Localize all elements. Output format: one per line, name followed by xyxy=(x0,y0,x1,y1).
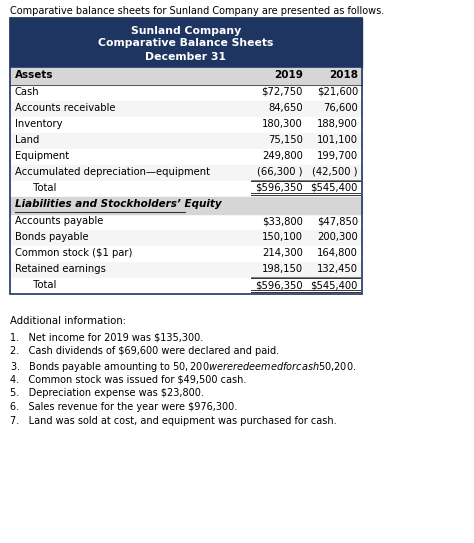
Bar xyxy=(10,246,362,262)
Bar xyxy=(10,133,362,149)
Text: 199,700: 199,700 xyxy=(317,151,358,161)
Text: 7.   Land was sold at cost, and equipment was purchased for cash.: 7. Land was sold at cost, and equipment … xyxy=(10,416,337,426)
Text: 198,150: 198,150 xyxy=(262,264,303,274)
Bar xyxy=(10,149,362,165)
Text: $47,850: $47,850 xyxy=(317,216,358,226)
Text: 3.   Bonds payable amounting to $50,200 were redeemed for cash $50,200.: 3. Bonds payable amounting to $50,200 we… xyxy=(10,360,356,374)
Text: 84,650: 84,650 xyxy=(268,103,303,113)
Bar xyxy=(10,117,362,133)
Bar xyxy=(10,181,362,197)
Text: Inventory: Inventory xyxy=(15,119,63,129)
Bar xyxy=(10,85,362,101)
Text: Total: Total xyxy=(27,280,56,290)
Text: 214,300: 214,300 xyxy=(262,248,303,258)
Bar xyxy=(10,278,362,294)
Text: December 31: December 31 xyxy=(146,52,227,62)
Text: $596,350: $596,350 xyxy=(255,280,303,290)
Text: Cash: Cash xyxy=(15,87,40,97)
Text: 75,150: 75,150 xyxy=(268,135,303,145)
Bar xyxy=(10,18,362,294)
Text: Retained earnings: Retained earnings xyxy=(15,264,106,274)
Bar xyxy=(10,165,362,181)
Text: Equipment: Equipment xyxy=(15,151,69,161)
Text: Accounts payable: Accounts payable xyxy=(15,216,103,226)
Text: $596,350: $596,350 xyxy=(255,183,303,193)
Text: Liabilities and Stockholders’ Equity: Liabilities and Stockholders’ Equity xyxy=(15,199,222,209)
Text: Total: Total xyxy=(27,183,56,193)
Text: Comparative Balance Sheets: Comparative Balance Sheets xyxy=(98,38,273,48)
Text: 76,600: 76,600 xyxy=(323,103,358,113)
Text: $545,400: $545,400 xyxy=(310,183,358,193)
Text: 6.   Sales revenue for the year were $976,300.: 6. Sales revenue for the year were $976,… xyxy=(10,402,237,412)
Bar xyxy=(10,18,362,68)
Text: 5.   Depreciation expense was $23,800.: 5. Depreciation expense was $23,800. xyxy=(10,388,204,398)
Text: Land: Land xyxy=(15,135,39,145)
Text: Sunland Company: Sunland Company xyxy=(131,26,241,36)
Bar xyxy=(10,230,362,246)
Text: Additional information:: Additional information: xyxy=(10,316,126,326)
Text: Bonds payable: Bonds payable xyxy=(15,232,89,242)
Text: $72,750: $72,750 xyxy=(262,87,303,97)
Text: Comparative balance sheets for Sunland Company are presented as follows.: Comparative balance sheets for Sunland C… xyxy=(10,6,384,16)
Text: 150,100: 150,100 xyxy=(262,232,303,242)
Text: 200,300: 200,300 xyxy=(317,232,358,242)
Bar xyxy=(10,101,362,117)
Bar xyxy=(10,68,362,85)
Text: $33,800: $33,800 xyxy=(262,216,303,226)
Text: (66,300 ): (66,300 ) xyxy=(257,167,303,177)
Text: Common stock ($1 par): Common stock ($1 par) xyxy=(15,248,132,258)
Text: 101,100: 101,100 xyxy=(317,135,358,145)
Text: Assets: Assets xyxy=(15,70,54,80)
Text: Accumulated depreciation—equipment: Accumulated depreciation—equipment xyxy=(15,167,210,177)
Text: 2.   Cash dividends of $69,600 were declared and paid.: 2. Cash dividends of $69,600 were declar… xyxy=(10,346,279,356)
Text: 1.   Net income for 2019 was $135,300.: 1. Net income for 2019 was $135,300. xyxy=(10,332,203,342)
Text: 164,800: 164,800 xyxy=(317,248,358,258)
Text: 249,800: 249,800 xyxy=(262,151,303,161)
Text: 180,300: 180,300 xyxy=(262,119,303,129)
Text: 132,450: 132,450 xyxy=(317,264,358,274)
Text: Accounts receivable: Accounts receivable xyxy=(15,103,116,113)
Text: $545,400: $545,400 xyxy=(310,280,358,290)
Text: (42,500 ): (42,500 ) xyxy=(312,167,358,177)
Text: 188,900: 188,900 xyxy=(317,119,358,129)
Text: 4.   Common stock was issued for $49,500 cash.: 4. Common stock was issued for $49,500 c… xyxy=(10,374,246,384)
Text: $21,600: $21,600 xyxy=(317,87,358,97)
Bar xyxy=(10,197,362,214)
Text: 2019: 2019 xyxy=(274,70,303,80)
Text: 2018: 2018 xyxy=(329,70,358,80)
Bar xyxy=(10,214,362,230)
Bar xyxy=(10,262,362,278)
